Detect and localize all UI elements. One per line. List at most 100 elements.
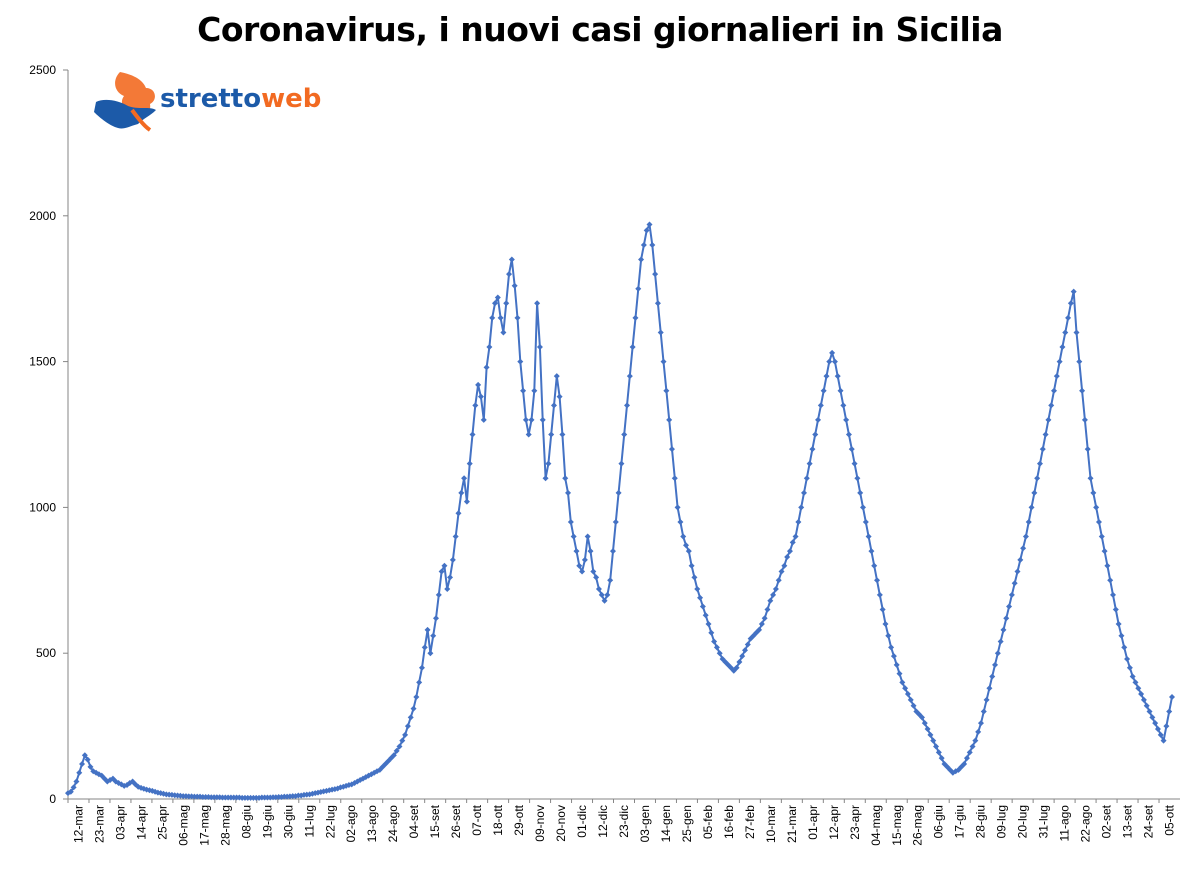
- data-point: [472, 402, 479, 409]
- data-point: [402, 731, 409, 738]
- data-point: [845, 431, 852, 438]
- data-point: [81, 752, 88, 759]
- data-point: [680, 533, 687, 540]
- data-point: [607, 577, 614, 584]
- data-point: [772, 586, 779, 593]
- data-point: [694, 586, 701, 593]
- data-point: [567, 518, 574, 525]
- data-point: [618, 460, 625, 467]
- data-point: [534, 300, 541, 307]
- data-point: [649, 241, 656, 248]
- x-tick-label: 01-dic: [575, 805, 589, 838]
- data-point: [70, 784, 77, 791]
- data-point: [1160, 737, 1167, 744]
- data-point: [708, 629, 715, 636]
- data-point: [1045, 416, 1052, 423]
- x-tick-label: 02-set: [1100, 804, 1114, 838]
- logo-text-stretto: stretto: [160, 84, 261, 114]
- data-point: [1121, 644, 1128, 651]
- data-point: [1014, 568, 1021, 575]
- data-point: [1112, 606, 1119, 613]
- data-point: [736, 658, 743, 665]
- data-point: [1067, 300, 1074, 307]
- svg-text:strettoweb: strettoweb: [160, 84, 321, 114]
- data-point: [452, 533, 459, 540]
- data-point: [390, 752, 397, 759]
- x-tick-label: 26-set: [449, 804, 463, 838]
- data-point: [573, 548, 580, 555]
- data-point: [1062, 329, 1069, 336]
- data-point: [660, 358, 667, 365]
- data-point: [1028, 504, 1035, 511]
- x-tick-label: 11-lug: [302, 805, 316, 837]
- data-point: [702, 612, 709, 619]
- data-point: [801, 489, 807, 496]
- x-tick-label: 20-lug: [1016, 805, 1030, 838]
- data-point: [438, 568, 445, 575]
- y-tick-label: 2000: [29, 209, 56, 223]
- data-point: [421, 644, 428, 651]
- data-point: [716, 650, 723, 657]
- x-tick-label: 25-apr: [155, 805, 169, 840]
- data-point: [483, 364, 490, 371]
- data-point: [921, 720, 928, 727]
- data-point: [1110, 591, 1117, 598]
- data-point: [539, 416, 546, 423]
- data-point: [494, 294, 501, 301]
- data-point: [601, 597, 608, 604]
- data-point: [775, 577, 782, 584]
- data-point: [893, 661, 900, 668]
- data-point: [1079, 387, 1086, 394]
- data-point: [977, 720, 984, 727]
- data-point: [486, 344, 493, 351]
- data-point: [1098, 533, 1105, 540]
- x-tick-label: 17-giu: [953, 805, 967, 838]
- data-point: [441, 562, 448, 569]
- data-point: [396, 743, 403, 750]
- series-layer: [65, 221, 1175, 801]
- x-tick-label: 22-lug: [323, 805, 337, 838]
- x-tick-label: 13-set: [1121, 804, 1135, 838]
- data-point: [969, 743, 976, 750]
- data-point: [1065, 314, 1072, 321]
- data-point: [885, 632, 892, 639]
- sicily-map-icon: [94, 72, 156, 132]
- data-point: [1101, 548, 1108, 555]
- x-tick-label: 14-apr: [134, 805, 148, 840]
- data-point: [1059, 344, 1066, 351]
- data-point: [581, 556, 588, 563]
- data-point: [666, 416, 673, 423]
- axes: [63, 69, 1180, 803]
- data-point: [699, 603, 706, 610]
- data-point: [458, 489, 465, 496]
- data-point: [528, 416, 535, 423]
- data-point: [803, 475, 810, 482]
- x-tick-label: 30-giu: [281, 805, 295, 838]
- x-tick-label: 28-mag: [218, 805, 232, 846]
- data-point: [67, 788, 74, 795]
- data-point: [1000, 626, 1007, 633]
- data-point: [1042, 431, 1049, 438]
- data-point: [1090, 489, 1097, 496]
- data-point: [904, 691, 911, 698]
- data-point: [899, 679, 906, 686]
- data-point: [444, 586, 451, 593]
- data-point: [798, 504, 805, 511]
- data-point: [997, 638, 1004, 645]
- data-point: [598, 591, 605, 598]
- data-point: [975, 728, 982, 735]
- data-point: [579, 568, 586, 575]
- data-point: [643, 227, 650, 234]
- data-point: [1157, 731, 1164, 738]
- data-point: [1115, 621, 1122, 628]
- x-tick-label: 12-dic: [596, 805, 610, 838]
- data-point: [705, 621, 712, 628]
- x-tick-label: 09-lug: [995, 805, 1009, 838]
- data-point: [767, 597, 774, 604]
- data-point: [79, 761, 86, 768]
- data-point: [918, 714, 925, 721]
- data-point: [435, 591, 442, 598]
- data-point: [848, 446, 855, 453]
- data-point: [711, 638, 718, 645]
- data-point: [424, 626, 431, 633]
